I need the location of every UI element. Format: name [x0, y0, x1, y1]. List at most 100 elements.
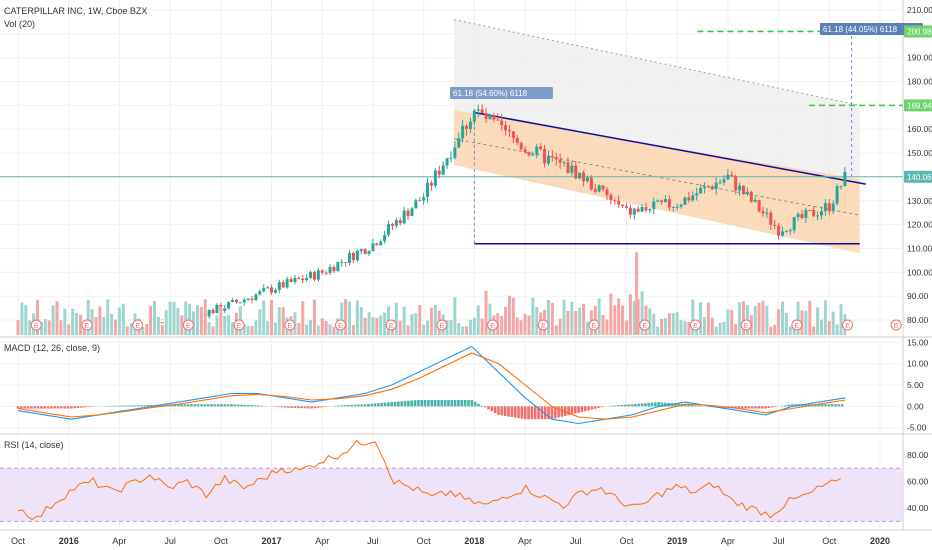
candle-body: [242, 299, 246, 303]
candle-body: [663, 199, 667, 203]
volume-bar: [98, 306, 102, 335]
macd-tick-label: 10.00: [907, 359, 929, 369]
volume-bar: [20, 302, 24, 335]
candle-body: [539, 146, 543, 150]
candle-body: [831, 203, 835, 212]
volume-bar: [757, 302, 761, 335]
volume-bar: [78, 314, 82, 335]
macd-histogram-bar: [517, 406, 520, 419]
macd-histogram-bar: [784, 405, 787, 407]
volume-bar: [699, 302, 703, 335]
target-2-label-bg: [904, 99, 932, 112]
candle-body: [691, 195, 695, 201]
price-tick-label: 120.00: [907, 220, 932, 230]
macd-histogram-bar: [490, 406, 494, 412]
macd-histogram-bar: [363, 404, 367, 407]
macd-histogram-bar: [497, 406, 500, 415]
volume-bar: [831, 311, 835, 335]
volume-bar: [141, 326, 145, 335]
macd-histogram-bar: [590, 406, 594, 410]
macd-histogram-bar: [840, 404, 844, 407]
volume-bar: [250, 326, 254, 335]
earnings-marker-label: E: [894, 323, 899, 330]
candle-body: [312, 272, 316, 280]
macd-histogram-bar: [423, 399, 427, 407]
candle-body: [227, 302, 231, 309]
macd-histogram-bar: [764, 406, 767, 409]
earnings-marker: [537, 319, 549, 331]
volume-bar: [788, 326, 792, 335]
macd-tick-label: 5.00: [907, 380, 924, 390]
candle-body: [223, 308, 227, 311]
macd-histogram-bar: [467, 399, 470, 407]
candle-body: [441, 165, 445, 175]
macd-histogram-bar: [126, 405, 130, 407]
candle-body: [215, 305, 219, 313]
macd-histogram-bar: [290, 406, 293, 408]
candle-body: [433, 170, 437, 186]
candle-body: [262, 288, 266, 292]
candle-body: [320, 270, 324, 273]
macd-histogram-bar: [740, 406, 744, 409]
candle-body: [738, 185, 742, 191]
candle-body: [250, 298, 254, 300]
candle-body: [496, 119, 500, 121]
earnings-marker-label: E: [186, 323, 191, 330]
volume-bar: [777, 309, 781, 335]
volume-bar: [500, 315, 504, 335]
macd-histogram-bar: [173, 404, 177, 407]
volume-bar: [784, 312, 788, 335]
x-tick-label: 2017: [262, 536, 282, 546]
volume-bar: [574, 311, 578, 335]
macd-histogram-bar: [787, 404, 791, 407]
macd-histogram-bar: [610, 405, 614, 407]
candle-body: [574, 165, 578, 179]
macd-histogram-bar: [400, 401, 404, 407]
volume-bar: [51, 305, 55, 335]
price-tick-label: 150.00: [907, 148, 932, 158]
candle-body: [410, 208, 414, 217]
volume-bar: [332, 326, 336, 335]
macd-histogram-bar: [627, 404, 630, 407]
macd-histogram-bar: [206, 404, 210, 407]
macd-histogram-bar: [353, 404, 357, 407]
macd-histogram-bar: [40, 406, 43, 409]
volume-bar: [816, 307, 820, 335]
candle-body: [640, 206, 644, 212]
candle-body: [160, 322, 164, 324]
candle-body: [531, 154, 535, 156]
candle-body: [211, 309, 215, 313]
candle-body: [254, 294, 258, 300]
volume-bar: [383, 312, 387, 335]
macd-tick-label: 0.00: [907, 401, 924, 411]
volume-bar: [726, 309, 730, 335]
candle-body: [741, 185, 745, 195]
candle-body: [367, 251, 371, 254]
candle-body: [426, 182, 430, 198]
volume-bar: [367, 312, 371, 335]
macd-histogram-bar: [196, 404, 200, 407]
candle-body: [281, 282, 285, 288]
candle-body: [246, 298, 250, 300]
volume-bar: [426, 320, 430, 335]
macd-histogram-bar: [30, 406, 33, 409]
macd-histogram-bar: [557, 406, 560, 418]
earnings-marker: [791, 319, 803, 331]
macd-histogram-bar: [654, 402, 657, 407]
volume-bar: [242, 324, 246, 335]
volume-bar: [301, 301, 305, 335]
macd-histogram-bar: [413, 400, 417, 407]
candle-body: [769, 212, 773, 225]
macd-histogram-bar: [437, 399, 440, 407]
candle-body: [422, 197, 426, 201]
macd-histogram-bar: [600, 406, 604, 408]
macd-histogram-bar: [350, 404, 353, 407]
candle-body: [336, 262, 340, 272]
candle-body: [504, 125, 508, 131]
volume-bar: [839, 304, 843, 335]
volume-bar: [667, 313, 671, 335]
macd-histogram-bar: [73, 406, 77, 409]
candle-body: [359, 249, 363, 251]
macd-histogram-bar: [770, 406, 774, 408]
